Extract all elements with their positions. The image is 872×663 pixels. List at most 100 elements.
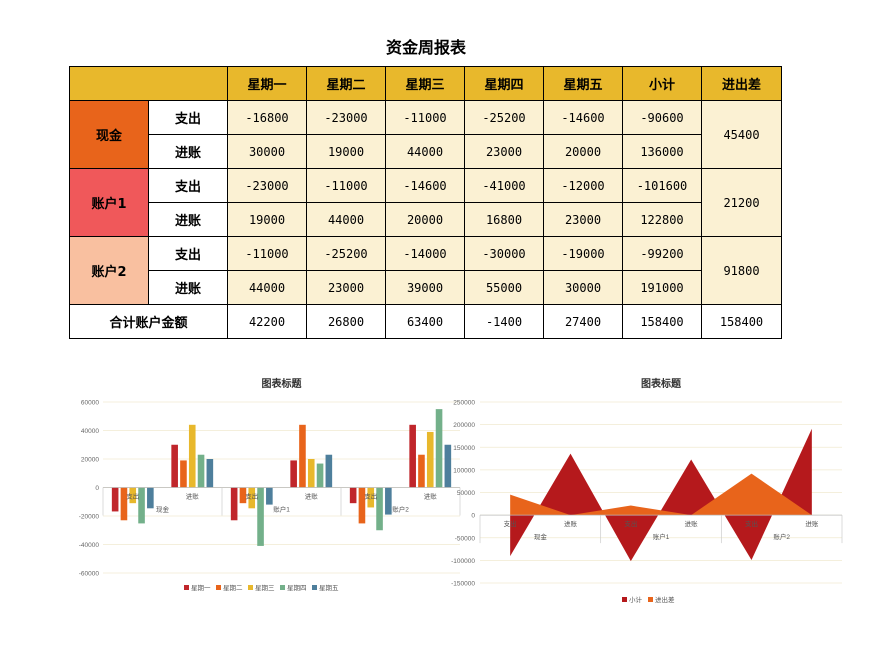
y-tick-label: 250000 [453,400,475,407]
bar [239,487,247,504]
bar [349,487,357,504]
chart-title: 图表标题 [262,377,303,390]
diff-cell: 45400 [701,100,782,169]
value-cell: 19000 [227,202,307,237]
table-row: 现金 支出 -16800 -23000 -11000 -25200 -14600 -90600… [69,100,782,169]
value-cell: -25200 [464,100,544,135]
total-cell: 26800 [306,304,386,339]
value-cell: 30000 [227,134,307,169]
bar [197,454,205,488]
y-tick-label: 0 [95,485,99,492]
row-type-label: 进账 [148,202,228,237]
value-cell: -23000 [306,100,386,135]
legend-swatch [184,585,189,590]
y-tick-label: 50000 [457,490,475,497]
legend-label: 星期四 [287,584,307,592]
x-category-label: 支出 [126,492,139,501]
x-group-label: 账户2 [773,532,790,541]
total-cell: 158400 [622,304,702,339]
value-cell: 122800 [622,202,702,237]
table-row: 进账 44000 23000 39000 55000 30000 191000 [70,270,782,305]
value-cell: -11000 [385,100,465,135]
table-row: 账户2 支出 -11000 -25200 -14000 -30000 -19000 -9920… [69,236,782,305]
x-category-label: 进账 [685,519,699,528]
table-row: 账户1 支出 -23000 -11000 -14600 -41000 -12000 -1016… [69,168,782,237]
chart-title: 图表标题 [641,377,682,390]
total-cell: 63400 [385,304,465,339]
bar [266,487,273,505]
x-category-label: 支出 [745,519,758,528]
bar [367,487,375,508]
x-group-label: 现金 [534,532,548,541]
bar [444,444,452,488]
column-header: 星期四 [464,66,544,101]
y-tick-label: 100000 [453,467,475,474]
bar [325,454,333,488]
value-cell: 20000 [385,202,465,237]
bar [257,487,264,546]
value-cell: 136000 [622,134,702,169]
x-category-label: 支出 [504,519,517,528]
group-label: 账户2 [69,236,149,305]
bar [120,487,128,521]
x-category-label: 支出 [624,519,637,528]
column-header: 进出差 [701,66,782,101]
value-cell: -23000 [227,168,307,203]
value-cell: -30000 [464,236,544,271]
legend-swatch [248,585,253,590]
bar [426,431,434,488]
diff-cell: 21200 [701,168,782,237]
value-cell: 44000 [227,270,307,305]
bar [230,487,238,521]
total-cell: 42200 [227,304,307,339]
table-row: 进账 19000 44000 20000 16800 23000 122800 [70,202,782,237]
fund-report-table: 星期一 星期二 星期三 星期四 星期五 小计 进出差 现金 支出 -16800 -23000 -110… [69,66,782,339]
row-type-label: 支出 [148,236,228,271]
bar [376,487,383,531]
area-series [510,428,812,562]
legend-label: 星期二 [223,584,243,592]
value-cell: -11000 [227,236,307,271]
row-type-label: 支出 [148,168,228,203]
x-category-label: 支出 [245,492,258,501]
y-tick-label: 0 [471,513,475,520]
y-tick-label: -150000 [451,581,475,588]
value-cell: -19000 [543,236,623,271]
bar [138,487,145,524]
value-cell: -41000 [464,168,544,203]
value-cell: -101600 [622,168,702,203]
bar [409,424,416,488]
value-cell: 30000 [543,270,623,305]
y-tick-label: 20000 [81,457,99,464]
y-tick-label: 40000 [81,428,99,435]
y-tick-label: 150000 [453,445,475,452]
value-cell: 23000 [464,134,544,169]
legend-swatch [280,585,285,590]
value-cell: 23000 [543,202,623,237]
bar [435,409,443,488]
total-row: 合计账户金额 42200 26800 63400 -1400 27400 158400 158… [69,304,782,339]
value-cell: -25200 [306,236,386,271]
x-group-label: 账户1 [273,505,290,514]
value-cell: -12000 [543,168,623,203]
total-cell: 27400 [543,304,623,339]
value-cell: -16800 [227,100,307,135]
column-header: 星期五 [543,66,623,101]
value-cell: 19000 [306,134,386,169]
bar [180,460,187,488]
value-cell: -14600 [385,168,465,203]
value-cell: 44000 [385,134,465,169]
row-type-label: 支出 [148,100,228,135]
row-type-label: 进账 [148,270,228,305]
value-cell: -99200 [622,236,702,271]
y-tick-label: 60000 [81,400,99,407]
y-tick-label: -60000 [79,571,100,578]
value-cell: 16800 [464,202,544,237]
x-category-label: 进账 [424,492,438,501]
x-group-label: 账户1 [653,532,670,541]
header-corner [69,66,228,101]
column-header: 星期一 [227,66,307,101]
total-cell: -1400 [464,304,544,339]
bar [316,463,324,488]
bar [307,459,315,488]
